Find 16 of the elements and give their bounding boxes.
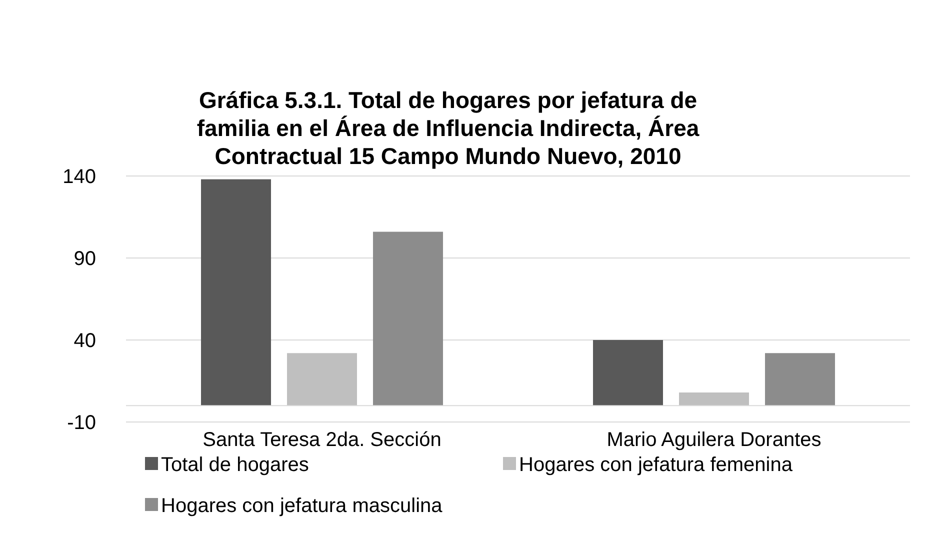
bar — [765, 353, 835, 406]
y-tick-label: 40 — [74, 330, 96, 352]
y-tick-label: 90 — [74, 248, 96, 270]
bar — [373, 232, 443, 406]
y-tick-label: -10 — [67, 412, 96, 434]
legend-label: Hogares con jefatura masculina — [161, 495, 444, 517]
bar — [679, 392, 749, 406]
x-tick-label: Santa Teresa 2da. Sección — [202, 429, 442, 451]
legend-label: Hogares con jefatura femenina — [519, 454, 794, 476]
bar — [593, 340, 663, 406]
bar — [287, 353, 357, 406]
legend-label: Total de hogares — [161, 454, 309, 476]
bar — [201, 179, 271, 406]
x-tick-label: Mario Aguilera Dorantes — [606, 429, 822, 451]
chart-title: Gráfica 5.3.1. Total de hogares por jefatura de familia en el Área de Influencia Indirecta, Área Contractual 15 Campo Mundo Nuevo, 2010 — [196, 87, 700, 169]
y-tick-label: 140 — [62, 166, 96, 188]
